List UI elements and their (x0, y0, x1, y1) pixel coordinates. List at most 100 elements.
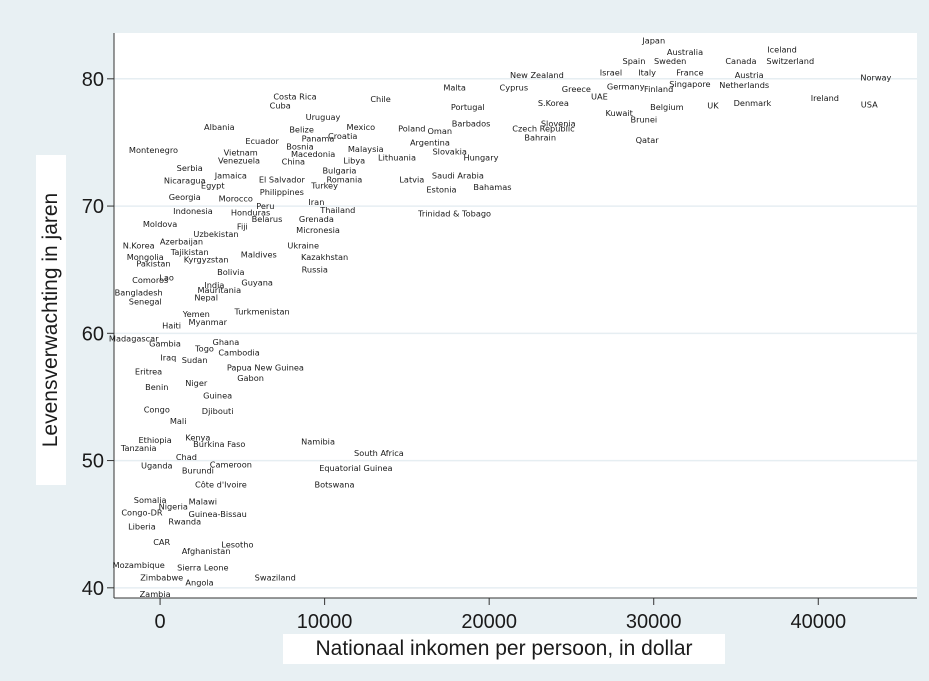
data-point-label: Mongolia (127, 252, 164, 262)
data-point-label: USA (861, 99, 878, 109)
y-tick-label: 40 (82, 578, 104, 600)
data-point-label: Thailand (319, 205, 355, 215)
data-point-label: Kenya (185, 433, 210, 443)
y-tick-label: 50 (82, 451, 104, 473)
data-point-label: Mali (170, 416, 187, 426)
y-axis-title-box: Levensverwachting in jaren (36, 155, 66, 485)
x-tick-label: 0 (155, 611, 166, 633)
data-point-label: Italy (638, 67, 656, 77)
data-point-label: Fiji (237, 221, 248, 231)
data-point-label: Indonesia (173, 206, 213, 216)
data-point-label: Argentina (410, 137, 450, 147)
data-point-label: Lao (159, 272, 174, 282)
axes: 40 50 60 70 80 0 10000 20000 30000 40000 (82, 33, 917, 633)
data-point-label: S.Korea (538, 98, 569, 108)
data-point-label: Turkey (310, 181, 338, 191)
data-point-label: Bahrain (524, 132, 556, 142)
data-point-label: Switzerland (766, 56, 814, 66)
data-point-label: Slovakia (432, 146, 466, 156)
data-point-label: Gambia (149, 338, 181, 348)
data-point-label: Kuwait (605, 108, 633, 118)
data-point-label: Uzbekistan (193, 229, 238, 239)
data-point-label: Sierra Leone (177, 562, 228, 572)
data-point-label: Congo (144, 405, 170, 415)
data-point-label: Russia (302, 265, 328, 275)
x-tick-label: 30000 (626, 611, 682, 633)
data-point-label: Senegal (129, 297, 162, 307)
data-point-label: India (204, 280, 224, 290)
data-point-label: Rwanda (168, 517, 201, 527)
x-tick-label: 20000 (461, 611, 517, 633)
data-point-label: Cameroon (210, 459, 252, 469)
data-point-label: Lesotho (221, 540, 253, 550)
data-point-label: Benin (145, 382, 168, 392)
data-point-label: Germany (607, 81, 645, 91)
data-point-label: Malawi (189, 496, 217, 506)
data-point-label: Cambodia (218, 347, 259, 357)
data-point-label: Saudi Arabia (432, 171, 484, 181)
data-point-label: China (282, 157, 305, 167)
data-point-label: Chile (370, 94, 391, 104)
data-point-label: Nicaragua (164, 176, 206, 186)
data-point-label: N.Korea (123, 241, 155, 251)
data-point-label: Grenada (299, 214, 334, 224)
data-point-label: Bangladesh (115, 288, 163, 298)
data-point-label: Mexico (347, 122, 376, 132)
data-point-label: Norway (860, 73, 891, 83)
data-point-label: Portugal (451, 102, 485, 112)
data-point-label: Belarus (252, 214, 283, 224)
data-point-label: Comoros (132, 275, 168, 285)
data-point-label: Jamaica (214, 171, 247, 181)
data-point-label: Sweden (654, 56, 686, 66)
data-point-label: Burundi (182, 466, 214, 476)
data-point-label: Iceland (767, 45, 797, 55)
y-tick-label: 80 (82, 69, 104, 91)
data-point-label: Morocco (219, 193, 253, 203)
data-point-label: Malaysia (348, 144, 384, 154)
x-tick-label: 40000 (790, 611, 846, 633)
data-point-label: Nepal (194, 293, 218, 303)
data-point-label: Latvia (399, 174, 424, 184)
data-point-label: Romania (326, 174, 362, 184)
data-point-label: Serbia (177, 163, 203, 173)
data-point-label: Bosnia (286, 141, 313, 151)
data-point-label: Bahamas (473, 182, 511, 192)
data-point-label: Congo-DR (121, 508, 163, 518)
data-point-label: Austria (735, 70, 764, 80)
data-point-label: Kyrgyzstan (184, 255, 229, 265)
data-point-label: Bolivia (217, 267, 244, 277)
data-point-label: Eritrea (135, 366, 162, 376)
data-point-label: Israel (600, 67, 622, 77)
grid-lines (114, 78, 917, 589)
x-tick-label: 10000 (297, 611, 353, 633)
data-point-label: Estonia (426, 185, 456, 195)
data-point-label: Venezuela (218, 155, 260, 165)
data-point-label: Mozambique (113, 560, 165, 570)
data-point-label: Zimbabwe (140, 573, 183, 583)
data-point-label: Uganda (141, 461, 173, 471)
data-point-label: Bulgaria (322, 165, 356, 175)
data-point-label: Philippines (260, 187, 304, 197)
y-axis-title: Levensverwachting in jaren (39, 192, 62, 448)
data-point-label: Guinea (203, 391, 232, 401)
data-point-label: Ecuador (245, 136, 279, 146)
data-point-label: Madagascar (109, 333, 159, 343)
data-point-label: Croatia (328, 131, 357, 141)
data-point-label: Lithuania (378, 153, 416, 163)
data-point-label: Kazakhstan (301, 252, 348, 262)
data-point-label: Belgium (650, 102, 684, 112)
data-point-label: Vietnam (224, 148, 258, 158)
data-point-label: Singapore (669, 79, 710, 89)
data-point-label: Qatar (636, 135, 660, 145)
data-point-label: Zambia (140, 589, 171, 599)
data-point-label: Botswana (314, 480, 354, 490)
data-point-label: Honduras (231, 207, 270, 217)
data-point-label: Tanzania (120, 443, 157, 453)
data-point-label: Brunei (631, 115, 658, 125)
data-point-label: Uruguay (306, 112, 341, 122)
data-point-label: Poland (398, 123, 425, 133)
data-point-label: Ukraine (287, 241, 319, 251)
data-point-label: Netherlands (719, 80, 769, 90)
